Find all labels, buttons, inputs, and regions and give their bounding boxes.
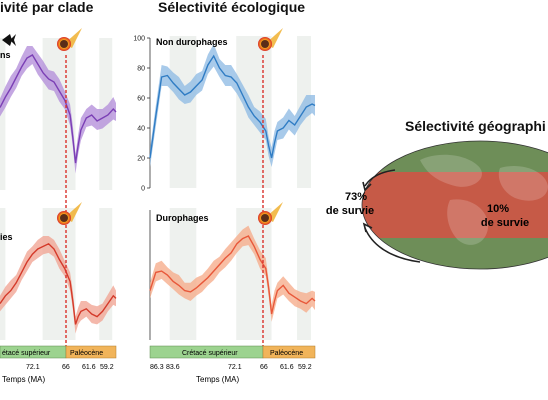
y-tick-label: 80 — [137, 66, 145, 73]
series-purple-band — [0, 46, 116, 174]
meteor-icon — [57, 28, 82, 51]
tick-label: 72.1 — [26, 364, 40, 371]
x-axis-label-left: Temps (MA) — [2, 375, 45, 384]
arrow-head-down-icon — [362, 222, 373, 233]
tick-label: 61.6 — [82, 364, 96, 371]
y-tick-label: 20 — [137, 156, 145, 163]
tropical-band — [362, 172, 548, 238]
y-tick-label: 40 — [137, 126, 145, 133]
ecology-heading: Sélectivité écologique — [158, 0, 306, 15]
tick-label: 66 — [62, 364, 70, 371]
clade-heading: ivité par clade — [0, 0, 94, 15]
meteor-icon — [258, 202, 283, 225]
y-tick-label: 100 — [133, 36, 145, 43]
paleocene-bar-middle — [262, 345, 316, 359]
continent-shape — [498, 166, 548, 201]
meteor-icon — [258, 28, 283, 51]
panel-label-top-middle: Non durophages — [156, 37, 228, 47]
paleocene-label-left: Paléocène — [70, 350, 103, 357]
series-nondurophage-band — [150, 44, 315, 167]
series-layer — [0, 44, 316, 334]
x-axis-label-middle: Temps (MA) — [196, 375, 239, 384]
stage-band — [169, 36, 197, 188]
tick-label: 86.3 — [150, 364, 164, 371]
tick-label: 72.1 — [228, 364, 242, 371]
stage-band — [42, 208, 76, 340]
series-durophage-line — [149, 235, 316, 315]
panel-label-bottom-left: ies — [0, 232, 13, 242]
geography-heading: Sélectivité géographi — [405, 118, 546, 134]
series-purple-line — [0, 54, 117, 164]
globe-map: 10% de survie — [361, 140, 548, 270]
low-lat-pct: 10% — [487, 203, 509, 215]
paleocene-label-middle: Paléocène — [270, 350, 303, 357]
stage-band — [297, 208, 311, 340]
arrow-head-up-icon — [362, 181, 372, 192]
tick-label: 59.2 — [100, 364, 114, 371]
panel-label-bottom-middle: Durophages — [156, 213, 209, 223]
high-lat-pct: 73% — [345, 191, 367, 203]
continent-shape — [420, 154, 482, 187]
timeline-left: étacé supérieur Paléocène 72.1 66 61.6 5… — [0, 345, 117, 384]
tick-label: 59.2 — [298, 364, 312, 371]
cretaceous-label-left: étacé supérieur — [2, 350, 51, 357]
stage-bands — [0, 36, 311, 340]
tick-label: 66 — [260, 364, 268, 371]
meteor-icon — [57, 202, 82, 225]
y-tick-label: 0 — [141, 186, 145, 193]
kpg-lines — [65, 55, 264, 352]
fish-icon — [2, 34, 16, 46]
survival-arrows — [362, 169, 421, 263]
timeline-middle: Crétacé supérieur Paléocène 86.3 83.6 72… — [149, 345, 316, 384]
arrow-down — [364, 227, 421, 263]
low-lat-text: de survie — [481, 217, 529, 229]
cretaceous-label-middle: Crétacé supérieur — [182, 350, 238, 357]
series-nondurophage-line — [149, 54, 316, 159]
tick-label: 61.6 — [280, 364, 294, 371]
series-durophage-band — [150, 225, 315, 322]
series-red-line — [0, 242, 117, 325]
y-tick-label: 60 — [137, 96, 145, 103]
paleocene-bar-left — [65, 345, 117, 359]
high-lat-text: de survie — [326, 205, 374, 217]
arrow-up — [364, 169, 396, 187]
tick-label: 83.6 — [166, 364, 180, 371]
stage-band — [0, 208, 6, 340]
axes — [147, 37, 151, 340]
stage-band — [0, 38, 6, 190]
panel-label-top-left: ns — [0, 50, 11, 60]
continent-shape — [447, 199, 489, 245]
